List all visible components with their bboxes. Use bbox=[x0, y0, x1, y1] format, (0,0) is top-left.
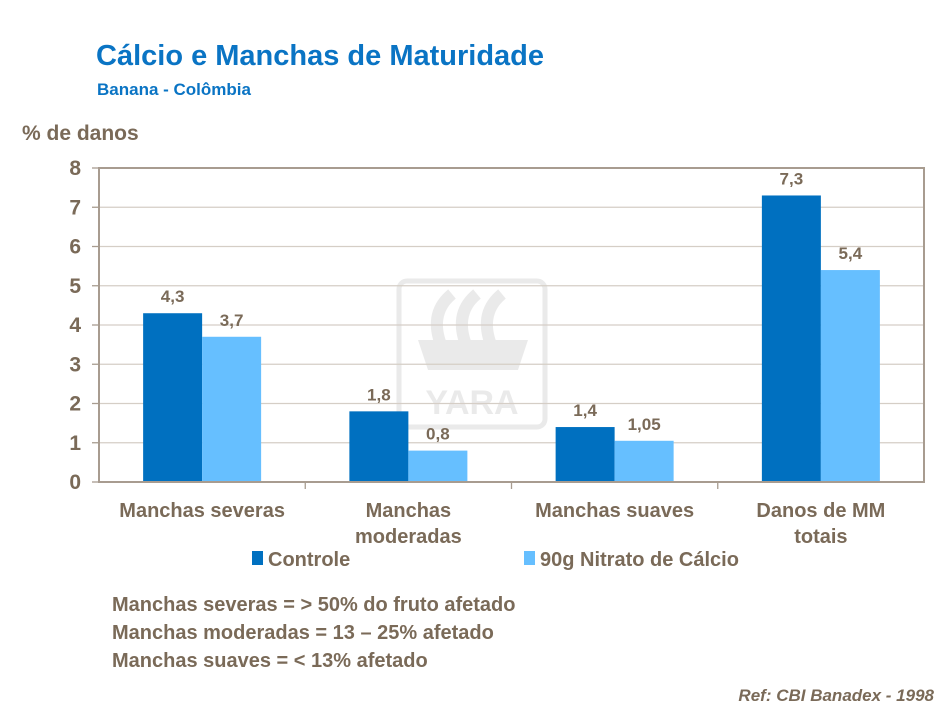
bar-controle bbox=[555, 427, 615, 482]
y-tick-label: 1 bbox=[69, 432, 81, 455]
bar-controle bbox=[349, 411, 409, 482]
reference: Ref: CBI Banadex - 1998 bbox=[738, 686, 934, 705]
x-tick-label: totais bbox=[794, 526, 847, 548]
legend-swatch bbox=[524, 551, 535, 565]
data-label: 5,4 bbox=[839, 244, 863, 263]
chart-subtitle: Banana - Colômbia bbox=[97, 80, 251, 99]
legend-swatch bbox=[252, 551, 263, 565]
y-tick-label: 8 bbox=[69, 157, 81, 180]
y-axis-label: % de danos bbox=[22, 122, 139, 145]
yara-logo-watermark: YARA bbox=[396, 278, 548, 430]
x-tick-label: moderadas bbox=[355, 526, 462, 548]
bar-nitrato bbox=[820, 270, 880, 482]
note-moderate: Manchas moderadas = 13 – 25% afetado bbox=[112, 622, 494, 644]
bar-nitrato bbox=[614, 440, 674, 482]
note-severe: Manchas severas = > 50% do fruto afetado bbox=[112, 594, 516, 616]
data-label: 1,4 bbox=[573, 401, 597, 420]
data-label: 7,3 bbox=[780, 169, 804, 188]
x-tick-label: Danos de MM bbox=[756, 500, 885, 522]
bar-nitrato bbox=[202, 336, 262, 482]
legend-label: 90g Nitrato de Cálcio bbox=[540, 549, 739, 571]
y-tick-label: 2 bbox=[69, 393, 81, 416]
y-tick-label: 7 bbox=[69, 196, 81, 219]
x-tick-label: Manchas severas bbox=[119, 500, 285, 522]
note-mild: Manchas suaves = < 13% afetado bbox=[112, 650, 428, 672]
bar-nitrato bbox=[408, 450, 468, 482]
data-label: 4,3 bbox=[161, 287, 185, 306]
x-tick-label: Manchas bbox=[366, 500, 452, 522]
data-label: 1,8 bbox=[367, 385, 391, 404]
chart-title: Cálcio e Manchas de Maturidade bbox=[96, 40, 545, 72]
y-tick-label: 6 bbox=[69, 236, 81, 259]
data-label: 0,8 bbox=[426, 425, 450, 444]
bar-controle bbox=[143, 313, 203, 482]
y-tick-label: 0 bbox=[69, 471, 81, 494]
data-label: 1,05 bbox=[628, 415, 661, 434]
y-tick-label: 3 bbox=[69, 353, 81, 376]
bar-controle bbox=[761, 195, 821, 482]
data-label: 3,7 bbox=[220, 311, 244, 330]
x-tick-label: Manchas suaves bbox=[535, 500, 694, 522]
y-tick-label: 4 bbox=[69, 314, 81, 337]
y-tick-label: 5 bbox=[69, 275, 81, 298]
legend-label: Controle bbox=[268, 549, 350, 571]
